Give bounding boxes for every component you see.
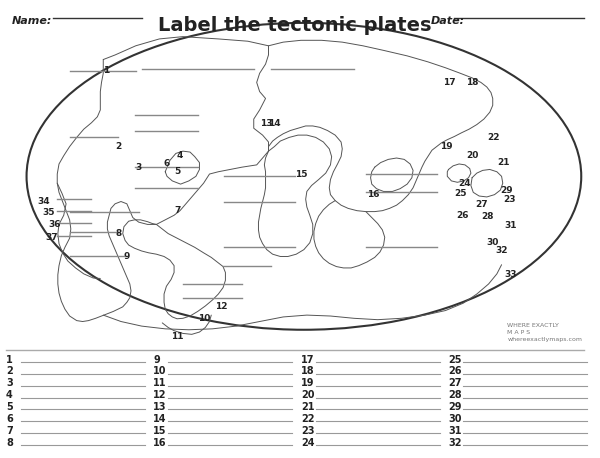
Text: 31: 31 xyxy=(505,221,517,230)
Text: 27: 27 xyxy=(448,378,462,388)
Text: 3: 3 xyxy=(6,378,13,388)
Text: 19: 19 xyxy=(301,378,314,388)
Text: 10: 10 xyxy=(197,314,210,323)
Text: 3: 3 xyxy=(136,163,142,172)
Text: 35: 35 xyxy=(43,208,55,218)
Text: 20: 20 xyxy=(301,390,314,400)
Text: 6: 6 xyxy=(6,414,13,424)
Text: 8: 8 xyxy=(6,438,13,448)
Text: 5: 5 xyxy=(6,402,13,412)
Text: 22: 22 xyxy=(487,133,499,142)
Text: 14: 14 xyxy=(268,119,281,128)
Text: 7: 7 xyxy=(6,426,13,436)
Text: 32: 32 xyxy=(496,246,508,256)
Text: 33: 33 xyxy=(505,270,517,279)
Text: 17: 17 xyxy=(443,78,455,87)
Text: 29: 29 xyxy=(448,402,462,412)
Text: 28: 28 xyxy=(481,212,493,221)
Text: 21: 21 xyxy=(497,158,510,167)
Text: 26: 26 xyxy=(456,211,469,220)
Text: 21: 21 xyxy=(301,402,314,412)
Text: 20: 20 xyxy=(466,151,479,160)
Text: 25: 25 xyxy=(454,189,467,198)
Text: 23: 23 xyxy=(301,426,314,436)
Text: 19: 19 xyxy=(440,142,452,151)
Text: 37: 37 xyxy=(46,233,58,242)
Text: 7: 7 xyxy=(174,206,181,215)
Text: 14: 14 xyxy=(154,414,167,424)
Text: Date:: Date: xyxy=(431,16,465,26)
Text: 32: 32 xyxy=(448,438,462,448)
Text: 26: 26 xyxy=(448,366,462,376)
Text: 25: 25 xyxy=(448,354,462,365)
Text: 11: 11 xyxy=(154,378,167,388)
Text: 4: 4 xyxy=(6,390,13,400)
Text: WHERE EXACTLY
M A P S
whereexactlymaps.com: WHERE EXACTLY M A P S whereexactlymaps.c… xyxy=(508,323,583,342)
Text: 10: 10 xyxy=(154,366,167,376)
Text: 16: 16 xyxy=(154,438,167,448)
Text: 6: 6 xyxy=(163,159,170,168)
Text: 18: 18 xyxy=(301,366,314,376)
Text: 30: 30 xyxy=(487,238,499,247)
Text: 13: 13 xyxy=(260,119,272,128)
Text: 2: 2 xyxy=(115,142,121,151)
Text: 12: 12 xyxy=(154,390,167,400)
Text: 2: 2 xyxy=(6,366,13,376)
Text: 9: 9 xyxy=(154,354,160,365)
Text: 8: 8 xyxy=(116,229,122,238)
Text: 36: 36 xyxy=(49,220,61,229)
Text: 24: 24 xyxy=(458,179,470,188)
Text: 1: 1 xyxy=(103,66,110,76)
Text: 18: 18 xyxy=(466,78,479,87)
Text: 24: 24 xyxy=(301,438,314,448)
Text: 17: 17 xyxy=(301,354,314,365)
Text: 30: 30 xyxy=(448,414,462,424)
Text: 28: 28 xyxy=(448,390,462,400)
Text: 9: 9 xyxy=(124,252,130,261)
Text: 15: 15 xyxy=(154,426,167,436)
Text: 23: 23 xyxy=(503,195,516,204)
Text: 5: 5 xyxy=(174,167,181,176)
Text: 12: 12 xyxy=(215,302,228,311)
Text: 15: 15 xyxy=(295,169,308,179)
Text: 34: 34 xyxy=(37,197,50,206)
Text: 22: 22 xyxy=(301,414,314,424)
Text: Name:: Name: xyxy=(12,16,52,26)
Text: 4: 4 xyxy=(177,151,184,160)
Text: 31: 31 xyxy=(448,426,462,436)
Text: Label the tectonic plates: Label the tectonic plates xyxy=(158,16,432,35)
Text: 1: 1 xyxy=(6,354,13,365)
Text: 13: 13 xyxy=(154,402,167,412)
Text: 27: 27 xyxy=(475,200,488,209)
Text: 29: 29 xyxy=(500,185,513,195)
Text: 16: 16 xyxy=(367,190,380,199)
Text: 11: 11 xyxy=(171,332,184,341)
